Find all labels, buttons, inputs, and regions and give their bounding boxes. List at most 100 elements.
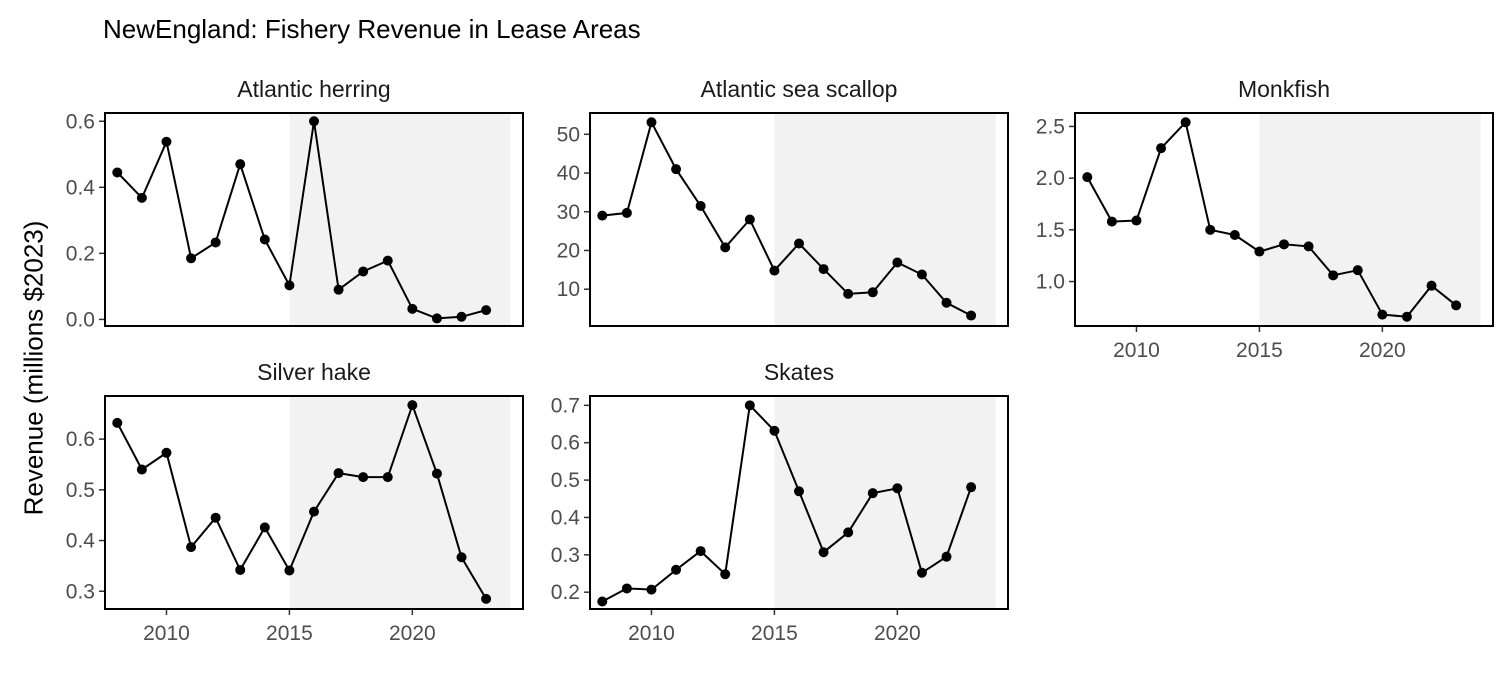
shaded-period-atlantic-herring xyxy=(289,113,511,326)
data-point-monkfish xyxy=(1303,241,1314,252)
data-point-atlantic-sea-scallop xyxy=(794,238,804,249)
data-point-atlantic-sea-scallop xyxy=(744,214,755,225)
y-tick-label-atlantic-herring: 0.2 xyxy=(66,242,95,265)
data-point-atlantic-sea-scallop xyxy=(769,265,780,276)
y-tick-label-monkfish: 1.0 xyxy=(1036,271,1065,294)
series-line-skates xyxy=(601,403,973,603)
y-tick-label-atlantic-sea-scallop: 30 xyxy=(557,201,580,224)
shaded-period-skates xyxy=(774,396,996,609)
data-point-silver-hake xyxy=(382,472,393,483)
data-point-atlantic-sea-scallop xyxy=(892,257,903,268)
panel-border-monkfish xyxy=(1074,112,1494,327)
y-tick-label-atlantic-sea-scallop: 10 xyxy=(557,278,580,301)
data-point-silver-hake xyxy=(136,464,147,475)
y-tick-label-skates: 0.5 xyxy=(551,469,580,492)
y-tick-label-silver-hake: 0.5 xyxy=(66,479,95,502)
data-point-skates xyxy=(671,564,682,575)
data-point-skates xyxy=(695,546,706,557)
data-point-silver-hake xyxy=(333,468,344,479)
data-point-skates xyxy=(966,482,977,493)
data-point-monkfish xyxy=(1106,216,1117,227)
x-tick-label-skates: 2020 xyxy=(874,622,921,645)
data-point-skates xyxy=(867,488,878,499)
data-point-silver-hake xyxy=(309,506,319,517)
data-point-atlantic-sea-scallop xyxy=(867,287,878,298)
panel-border-skates xyxy=(589,395,1009,610)
data-point-atlantic-sea-scallop xyxy=(916,269,927,280)
panel-monkfish: Monkfish 1.0 1.5 2.0 2.5 2010 2015 2020 xyxy=(1036,76,1494,362)
y-tick-label-atlantic-sea-scallop: 40 xyxy=(557,162,580,185)
data-point-atlantic-herring xyxy=(333,284,344,295)
data-point-silver-hake xyxy=(481,593,492,604)
y-tick-label-monkfish: 2.5 xyxy=(1036,115,1065,138)
data-point-monkfish xyxy=(1254,246,1265,257)
data-point-skates xyxy=(941,551,952,562)
y-tick-label-monkfish: 1.5 xyxy=(1036,219,1065,242)
data-point-atlantic-sea-scallop xyxy=(597,210,608,221)
data-point-atlantic-sea-scallop xyxy=(966,310,977,321)
facet-title-skates: Skates xyxy=(764,359,834,385)
data-point-silver-hake xyxy=(210,512,221,523)
y-tick-label-atlantic-herring: 0.6 xyxy=(66,110,95,133)
data-point-monkfish xyxy=(1279,239,1289,250)
data-point-silver-hake xyxy=(259,522,270,533)
data-point-skates xyxy=(916,567,927,578)
y-tick-label-atlantic-herring: 0.0 xyxy=(66,308,95,331)
data-point-skates xyxy=(794,486,804,497)
panel-border-atlantic-herring xyxy=(104,112,524,327)
data-point-silver-hake xyxy=(358,472,369,483)
data-point-atlantic-herring xyxy=(358,266,369,277)
panel-border-silver-hake xyxy=(104,395,524,610)
series-line-monkfish xyxy=(1086,120,1457,318)
y-tick-label-silver-hake: 0.3 xyxy=(66,580,95,603)
x-tick-label-skates: 2010 xyxy=(628,622,675,645)
data-point-atlantic-herring xyxy=(284,280,295,291)
data-point-atlantic-herring xyxy=(259,234,270,245)
data-point-silver-hake xyxy=(112,417,123,428)
data-point-atlantic-herring xyxy=(382,255,393,266)
data-point-monkfish xyxy=(1205,224,1216,235)
data-point-atlantic-sea-scallop xyxy=(941,297,952,308)
data-point-skates xyxy=(720,569,731,580)
data-point-atlantic-herring xyxy=(235,159,246,170)
x-tick-label-silver-hake: 2015 xyxy=(266,622,313,645)
data-point-silver-hake xyxy=(235,564,246,575)
panel-atlantic-herring: Atlantic herring 0.0 0.2 0.4 0.6 xyxy=(66,76,524,331)
data-point-atlantic-herring xyxy=(186,253,197,264)
data-point-skates xyxy=(744,400,755,411)
data-point-monkfish xyxy=(1131,215,1142,226)
data-point-monkfish xyxy=(1229,230,1240,241)
facet-title-silver-hake: Silver hake xyxy=(257,359,371,385)
panel-atlantic-sea-scallop: Atlantic sea scallop 10 20 30 40 50 xyxy=(557,76,1009,327)
data-point-silver-hake xyxy=(431,468,442,479)
panel-skates: Skates 0.2 0.3 0.4 0.5 0.6 0.7 2010 2015 2020 xyxy=(551,359,1009,645)
data-point-monkfish xyxy=(1352,265,1363,276)
data-point-atlantic-sea-scallop xyxy=(671,164,682,175)
data-point-skates xyxy=(843,527,854,538)
data-point-monkfish xyxy=(1180,117,1191,128)
data-point-skates xyxy=(646,584,657,595)
y-tick-label-skates: 0.4 xyxy=(551,506,581,529)
data-point-atlantic-herring xyxy=(456,311,467,322)
facet-title-monkfish: Monkfish xyxy=(1238,76,1330,102)
data-point-atlantic-herring xyxy=(112,167,123,178)
data-point-skates xyxy=(818,547,829,558)
data-point-silver-hake xyxy=(284,565,295,576)
data-point-monkfish xyxy=(1377,309,1388,320)
y-tick-label-atlantic-sea-scallop: 50 xyxy=(557,123,580,146)
series-line-atlantic-sea-scallop xyxy=(602,119,972,317)
data-point-monkfish xyxy=(1156,143,1167,154)
y-tick-label-silver-hake: 0.6 xyxy=(66,428,95,451)
series-line-atlantic-herring xyxy=(116,121,487,320)
y-tick-label-monkfish: 2.0 xyxy=(1036,167,1065,190)
x-tick-label-monkfish: 2015 xyxy=(1236,339,1283,362)
data-point-monkfish xyxy=(1426,280,1437,291)
data-point-silver-hake xyxy=(407,400,418,411)
data-point-atlantic-sea-scallop xyxy=(720,242,731,253)
y-tick-label-skates: 0.6 xyxy=(551,432,580,455)
data-point-atlantic-sea-scallop xyxy=(621,207,632,218)
data-point-atlantic-herring xyxy=(309,116,319,127)
shaded-period-atlantic-sea-scallop xyxy=(774,113,996,326)
series-line-silver-hake xyxy=(116,402,487,600)
